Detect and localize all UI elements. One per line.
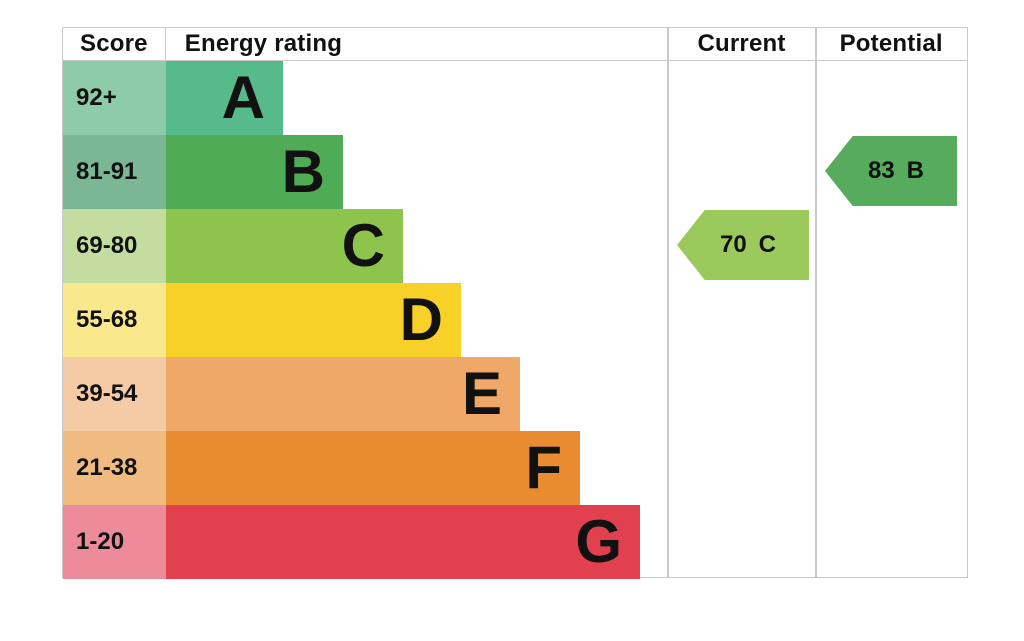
header-energy-rating: Energy rating <box>184 30 343 57</box>
score-cell-d: 55-68 <box>63 283 166 357</box>
score-cell-e: 39-54 <box>63 357 166 431</box>
band-row-f: 21-38 F <box>63 431 967 505</box>
table-header-row: Score Energy rating Current Potential <box>63 28 967 61</box>
header-current: Current <box>697 30 786 57</box>
column-divider-potential <box>815 28 817 577</box>
potential-rating-value: 83 <box>867 157 895 184</box>
rating-bar-f: F <box>166 431 580 505</box>
score-cell-g: 1-20 <box>63 505 166 579</box>
band-row-e: 39-54 E <box>63 357 967 431</box>
rating-bar-g: G <box>166 505 640 579</box>
potential-rating-arrow: 83 B <box>825 136 957 206</box>
band-row-b: 81-91 B <box>63 135 967 209</box>
score-cell-f: 21-38 <box>63 431 166 505</box>
rating-bar-b: B <box>166 135 343 209</box>
band-row-g: 1-20 G <box>63 505 967 579</box>
score-cell-b: 81-91 <box>63 135 166 209</box>
rating-bar-e: E <box>166 357 520 431</box>
band-row-c: 69-80 C <box>63 209 967 283</box>
score-cell-c: 69-80 <box>63 209 166 283</box>
current-rating-arrow: 70 C <box>677 210 809 280</box>
current-rating-value: 70 <box>719 231 747 258</box>
header-potential: Potential <box>839 30 943 57</box>
header-score: Score <box>63 28 166 60</box>
rating-bar-a: A <box>166 61 283 135</box>
epc-rating-table: Score Energy rating Current Potential 92… <box>62 27 968 579</box>
rating-bar-d: D <box>166 283 461 357</box>
band-row-a: 92+ A <box>63 61 967 135</box>
rating-bar-c: C <box>166 209 403 283</box>
current-rating-letter: C <box>758 231 777 258</box>
score-cell-a: 92+ <box>63 61 166 135</box>
band-row-d: 55-68 D <box>63 283 967 357</box>
column-divider-current <box>667 28 669 577</box>
potential-rating-letter: B <box>906 157 925 184</box>
